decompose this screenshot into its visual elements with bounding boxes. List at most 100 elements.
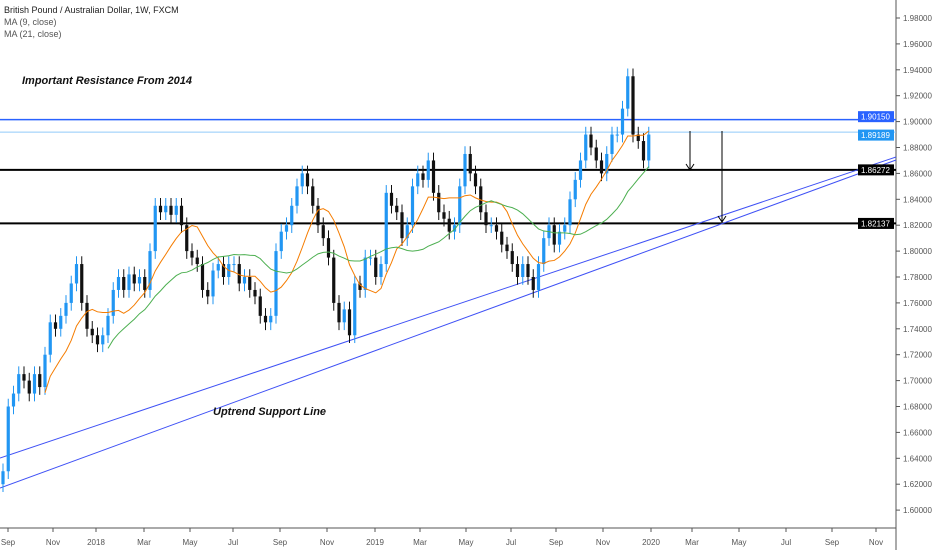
candle-body: [426, 160, 430, 180]
x-tick-label: Sep: [549, 538, 564, 547]
y-tick-label: 1.68000: [903, 403, 932, 412]
candle-body: [290, 205, 294, 226]
candle-body: [48, 322, 52, 355]
candle-body: [332, 257, 336, 303]
candle-body: [132, 274, 136, 284]
candle-body: [295, 186, 299, 206]
candle-body: [11, 393, 16, 407]
candle-body: [405, 225, 409, 239]
candle-body: [253, 289, 257, 297]
price-label-bg: [858, 217, 894, 229]
price-label: 1.86272: [861, 166, 890, 175]
candle-body: [342, 309, 346, 323]
y-tick-label: 1.64000: [903, 454, 932, 463]
trend-line-upper: [0, 156, 897, 459]
symbol-title: British Pound / Australian Dollar, 1W, F…: [4, 5, 179, 15]
x-tick-label: 2019: [366, 538, 384, 547]
candle-body: [552, 225, 556, 245]
x-tick-label: May: [731, 538, 746, 547]
candle-body: [27, 380, 31, 394]
x-tick-label: Mar: [413, 538, 427, 547]
candle-body: [190, 251, 194, 258]
candle-body: [106, 315, 110, 336]
candle-body: [69, 283, 73, 303]
price-label: 1.90150: [861, 113, 890, 122]
candle-body: [515, 264, 520, 277]
y-tick-label: 1.80000: [903, 247, 932, 256]
candle-body: [573, 179, 577, 200]
candle-body: [22, 374, 26, 381]
candle-body: [326, 238, 331, 258]
candle-body: [195, 257, 199, 265]
y-tick-label: 1.90000: [903, 118, 932, 127]
candle-body: [489, 225, 493, 227]
candle-body: [494, 225, 499, 232]
candle-body: [384, 192, 388, 265]
candle-body: [421, 173, 425, 180]
price-label: 1.82137: [861, 219, 890, 228]
candle-body: [43, 354, 47, 388]
candle-body: [526, 264, 530, 277]
x-tick-label: Nov: [596, 538, 610, 547]
y-tick-label: 1.84000: [903, 195, 932, 204]
candle-body: [542, 238, 546, 265]
candle-body: [64, 302, 68, 316]
candle-body: [610, 134, 614, 154]
candle-body: [101, 335, 105, 345]
y-tick-label: 1.62000: [903, 480, 932, 489]
candle-body: [6, 406, 10, 472]
candle-body: [584, 134, 588, 161]
y-tick-label: 1.88000: [903, 144, 932, 153]
candle-body: [137, 277, 142, 284]
candle-body: [258, 296, 262, 316]
candle-body: [578, 160, 583, 180]
ma21-legend: MA (21, close): [4, 29, 62, 39]
candle-body: [122, 277, 126, 290]
candle-body: [169, 205, 173, 215]
candle-body: [347, 309, 352, 336]
candle-body: [200, 264, 205, 290]
y-tick-label: 1.76000: [903, 299, 932, 308]
trend-line-lower: [0, 159, 897, 489]
y-tick-label: 1.60000: [903, 506, 932, 515]
candle-body: [216, 264, 220, 271]
x-tick-label: Jul: [781, 538, 791, 547]
candle-body: [38, 374, 42, 388]
candle-body: [206, 289, 210, 297]
x-tick-label: May: [458, 538, 473, 547]
candle-body: [505, 244, 509, 252]
price-label-bg: [858, 111, 894, 123]
candle-body: [85, 302, 89, 329]
candle-body: [174, 205, 178, 215]
candle-body: [316, 205, 320, 226]
y-tick-label: 1.96000: [903, 40, 932, 49]
y-tick-label: 1.86000: [903, 169, 932, 178]
candle-body: [269, 315, 273, 323]
candle-body: [468, 153, 472, 174]
candle-body: [305, 173, 310, 187]
candle-body: [321, 225, 325, 239]
x-tick-label: Sep: [1, 538, 16, 547]
price-label-bg: [858, 129, 894, 141]
candle-body: [641, 141, 646, 161]
candle-body: [442, 212, 446, 219]
y-tick-label: 1.70000: [903, 377, 932, 386]
candle-body: [416, 173, 420, 187]
candle-body: [90, 328, 94, 336]
candle-body: [185, 225, 189, 252]
candle-body: [111, 289, 115, 316]
candle-body: [179, 205, 184, 226]
candle-body: [447, 218, 451, 232]
candle-body: [463, 153, 467, 187]
candle-body: [337, 302, 341, 323]
candle-body: [153, 205, 157, 252]
x-tick-label: Sep: [825, 538, 840, 547]
candle-body: [389, 192, 394, 206]
candle-body: [615, 134, 619, 136]
candle-body: [80, 264, 84, 303]
candle-body: [521, 264, 525, 277]
x-tick-label: Mar: [685, 538, 699, 547]
candle-body: [148, 251, 152, 290]
